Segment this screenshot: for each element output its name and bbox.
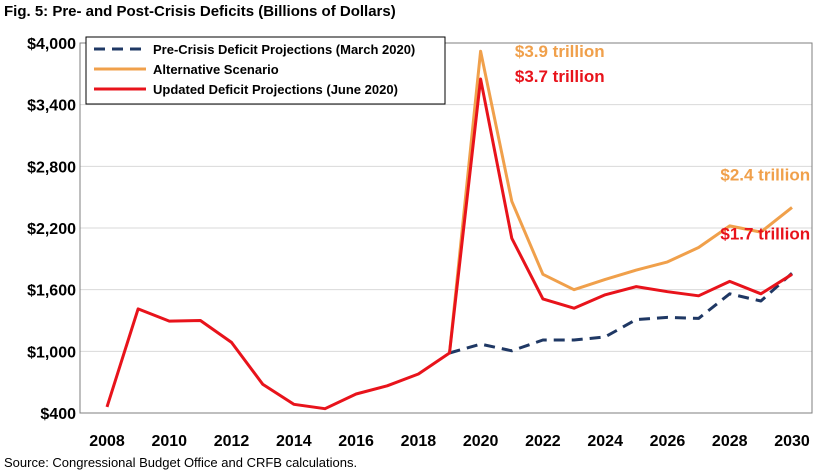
y-axis-ticks: $400 $1,000 $1,600 $2,200 $2,800 $3,400 $4,000 bbox=[27, 36, 76, 423]
y-tick-label: $1,600 bbox=[27, 283, 76, 300]
x-tick-label: 2010 bbox=[151, 433, 187, 450]
data-label: $1.7 trillion bbox=[720, 224, 810, 243]
y-tick-label: $1,000 bbox=[27, 344, 76, 361]
x-tick-label: 2012 bbox=[214, 433, 250, 450]
x-tick-label: 2022 bbox=[525, 433, 561, 450]
legend: Pre-Crisis Deficit Projections (March 20… bbox=[85, 36, 446, 105]
x-tick-label: 2028 bbox=[712, 433, 748, 450]
x-tick-label: 2024 bbox=[587, 433, 623, 450]
series-lines bbox=[105, 49, 793, 411]
y-tick-label: $2,800 bbox=[27, 159, 76, 176]
chart-title: Fig. 5: Pre- and Post-Crisis Deficits (B… bbox=[4, 3, 396, 20]
x-tick-label: 2016 bbox=[338, 433, 374, 450]
series-line-pre bbox=[449, 272, 793, 355]
y-tick-label: $3,400 bbox=[27, 98, 76, 115]
annotations: $3.9 trillion $3.7 trillion $2.4 trillion $… bbox=[515, 42, 810, 243]
x-tick-label: 2030 bbox=[774, 433, 810, 450]
legend-label-upd: Updated Deficit Projections (June 2020) bbox=[153, 82, 398, 97]
data-label: $3.9 trillion bbox=[515, 42, 605, 61]
x-tick-label: 2018 bbox=[401, 433, 437, 450]
legend-label-pre: Pre-Crisis Deficit Projections (March 20… bbox=[153, 42, 415, 57]
x-tick-label: 2008 bbox=[89, 433, 125, 450]
x-axis-ticks: 2008 2010 2012 2014 2016 2018 2020 2022 2024 2026… bbox=[89, 433, 810, 450]
x-tick-label: 2014 bbox=[276, 433, 312, 450]
x-tick-label: 2026 bbox=[650, 433, 686, 450]
source-note: Source: Congressional Budget Office and … bbox=[4, 455, 358, 470]
y-tick-label: $400 bbox=[40, 406, 76, 423]
gridlines bbox=[80, 42, 812, 352]
data-label: $2.4 trillion bbox=[720, 166, 810, 185]
series-line-alt bbox=[448, 49, 793, 354]
legend-label-alt: Alternative Scenario bbox=[153, 62, 279, 77]
data-label: $3.7 trillion bbox=[515, 67, 605, 86]
series-line-upd bbox=[105, 77, 793, 411]
plot-border bbox=[79, 42, 813, 414]
y-tick-label: $2,200 bbox=[27, 221, 76, 238]
x-tick-label: 2020 bbox=[463, 433, 499, 450]
y-tick-label: $4,000 bbox=[27, 36, 76, 53]
